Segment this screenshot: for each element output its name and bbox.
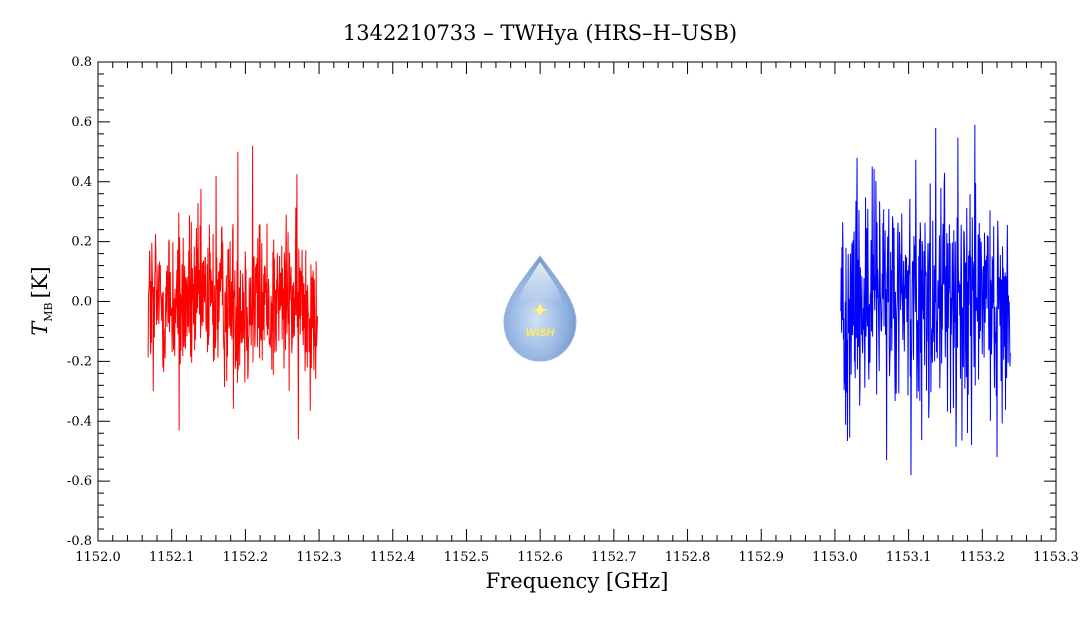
x-tick-label: 1152.4 [370, 550, 416, 565]
y-tick-label: 0.8 [71, 55, 92, 70]
x-tick-label: 1153.0 [812, 550, 858, 565]
y-tick-label: -0.4 [67, 414, 92, 429]
y-tick-label: 0.4 [71, 175, 92, 190]
series-line-2 [840, 124, 1011, 476]
plot-frame [97, 61, 1057, 542]
x-tick-label: 1153.2 [960, 550, 1006, 565]
y-tick-label: 0.2 [71, 235, 92, 250]
x-tick-label: 1152.2 [223, 550, 269, 565]
y-axis-unit: [K] [28, 266, 52, 298]
y-tick-label: 0.0 [71, 295, 92, 310]
series-layer [147, 124, 1011, 476]
y-axis-subscript: MB [42, 302, 55, 321]
y-axis-label: TMB [K] [28, 266, 55, 335]
x-tick-label: 1152.0 [75, 550, 121, 565]
wish-logo-text: WISH [526, 327, 556, 339]
wish-logo-shine [519, 262, 562, 304]
x-tick-label: 1152.9 [738, 550, 784, 565]
x-tick-label: 1152.8 [665, 550, 711, 565]
x-tick-label: 1152.3 [296, 550, 342, 565]
y-tick-label: 0.6 [71, 115, 92, 130]
chart-title: 1342210733 – TWHya (HRS–H–USB) [343, 21, 737, 45]
y-tick-label: -0.6 [67, 474, 92, 489]
wish-logo-star [530, 302, 550, 318]
y-tick-label: -0.8 [67, 534, 92, 549]
wish-logo: WISH [503, 255, 577, 362]
ticks-layer: 1152.0 1152.1 1152.2 1152.3 1152.4 1152.5 1152… [67, 55, 1079, 565]
x-tick-label: 1153.1 [886, 550, 932, 565]
x-tick-label: 1152.6 [517, 550, 563, 565]
x-axis-label: Frequency [GHz] [486, 569, 669, 593]
x-tick-label: 1153.3 [1033, 550, 1079, 565]
x-tick-label: 1152.1 [149, 550, 195, 565]
series-line-1 [147, 145, 319, 440]
y-tick-label: -0.2 [67, 354, 92, 369]
y-axis-symbol: T [28, 320, 52, 336]
x-tick-label: 1152.7 [591, 550, 637, 565]
x-tick-label: 1152.5 [444, 550, 490, 565]
